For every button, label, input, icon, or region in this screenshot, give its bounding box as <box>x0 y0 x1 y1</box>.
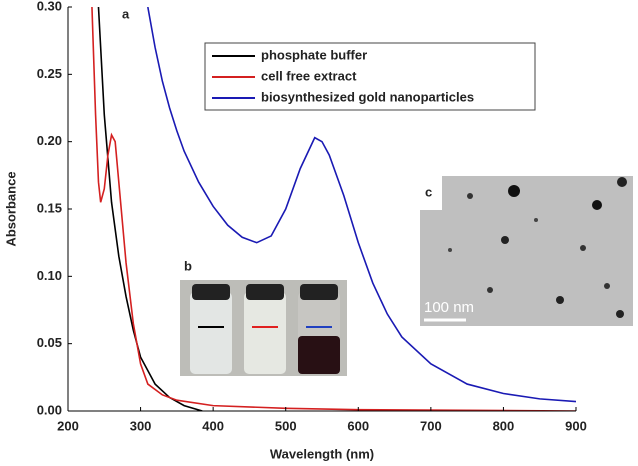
inset-photo-b <box>180 256 347 376</box>
y-tick-label: 0.10 <box>37 268 62 283</box>
x-tick-label: 200 <box>57 418 79 433</box>
series-line <box>147 7 576 403</box>
legend-label: cell free extract <box>261 68 357 83</box>
series-line <box>97 7 203 411</box>
legend-label: biosynthesized gold nanoparticles <box>261 89 474 104</box>
x-tick-label: 300 <box>130 418 152 433</box>
y-tick-label: 0.20 <box>37 133 62 148</box>
inset-photo-c <box>420 176 633 326</box>
legend-label: phosphate buffer <box>261 47 367 62</box>
series-line <box>91 7 576 411</box>
legend-box <box>204 42 536 111</box>
x-tick-label: 700 <box>420 418 442 433</box>
x-tick-label: 900 <box>565 418 587 433</box>
y-axis-label: Absorbance <box>3 171 18 246</box>
x-axis-label: Wavelength (nm) <box>270 446 374 461</box>
y-tick-label: 0.30 <box>37 0 62 13</box>
y-tick-label: 0.05 <box>37 335 62 350</box>
panel-label: a <box>122 6 130 21</box>
x-tick-label: 600 <box>347 418 369 433</box>
y-tick-label: 0.00 <box>37 402 62 417</box>
scale-bar-label: 100 nm <box>424 299 474 316</box>
panel-label: b <box>184 258 192 273</box>
y-tick-label: 0.15 <box>37 200 62 215</box>
y-tick-label: 0.25 <box>37 66 62 81</box>
panel-label: c <box>425 184 432 199</box>
legend: phosphate buffer cell free extract biosynt… <box>212 47 474 104</box>
plot-lines <box>91 7 576 411</box>
x-tick-label: 800 <box>493 418 515 433</box>
x-tick-label: 400 <box>202 418 224 433</box>
x-tick-label: 500 <box>275 418 297 433</box>
